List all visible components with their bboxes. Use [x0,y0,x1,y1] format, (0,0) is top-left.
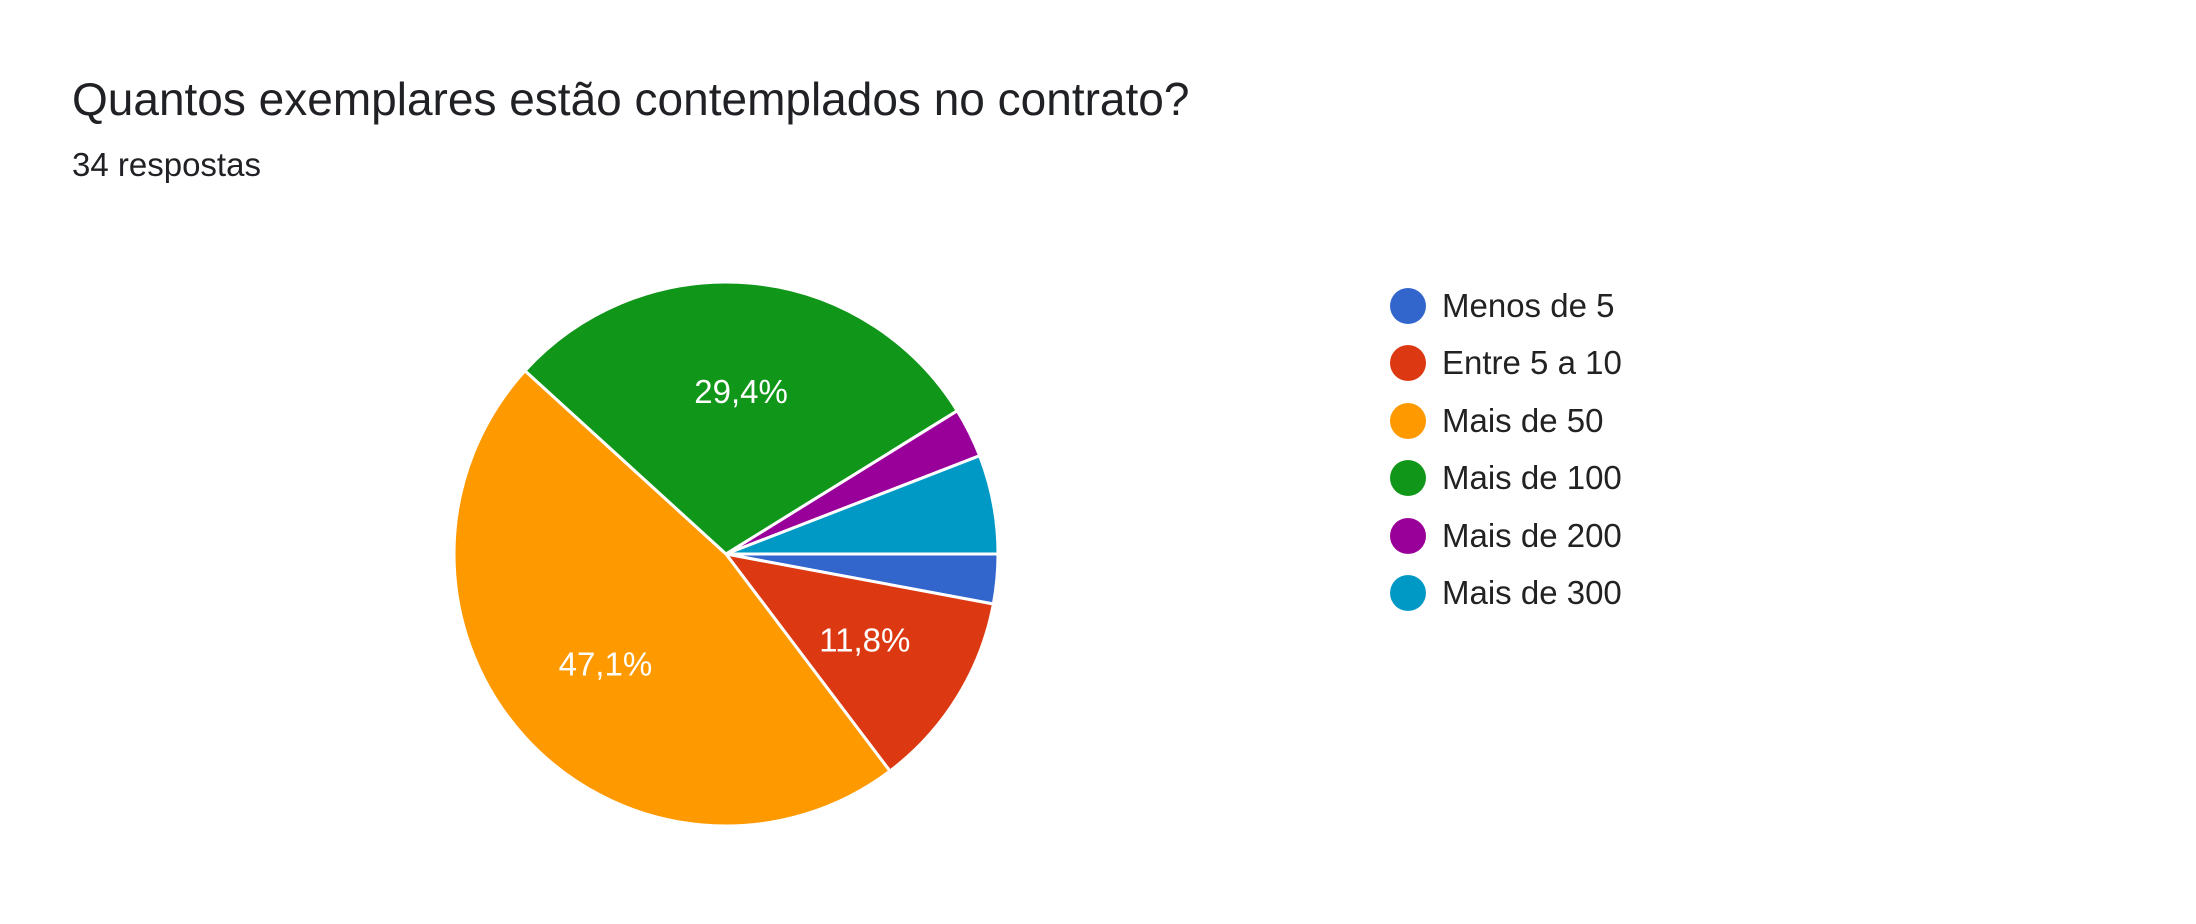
legend-swatch [1390,402,1426,439]
legend-item-entre-5-a-10[interactable]: Entre 5 a 10 [1390,335,1622,393]
legend-item-mais-de-200[interactable]: Mais de 200 [1390,507,1622,565]
legend-item-mais-de-100[interactable]: Mais de 100 [1390,450,1622,508]
slice-label-entre-5-a-10: 11,8% [819,621,910,658]
legend-label: Mais de 50 [1442,401,1604,439]
legend-item-menos-de-5[interactable]: Menos de 5 [1390,277,1622,335]
pie-slice-entre-5-a-10[interactable] [722,551,996,774]
legend-label: Menos de 5 [1442,286,1615,324]
legend-label: Entre 5 a 10 [1442,344,1622,382]
legend-swatch [1390,517,1426,554]
response-count: 34 respostas [72,146,261,183]
legend-swatch [1390,345,1426,382]
pie-slice-mais-de-50[interactable] [452,368,893,828]
pie-slice-mais-de-100[interactable] [522,280,960,556]
chart-legend: Menos de 5 Entre 5 a 10 Mais de 50 Mais de … [1390,277,1622,622]
legend-item-mais-de-50[interactable]: Mais de 50 [1390,392,1622,450]
slice-label-mais-de-100: 29,4% [694,373,788,410]
legend-swatch [1390,460,1426,497]
legend-label: Mais de 300 [1442,574,1622,612]
legend-item-mais-de-300[interactable]: Mais de 300 [1390,565,1622,623]
legend-swatch [1390,575,1426,612]
legend-label: Mais de 100 [1442,459,1622,497]
legend-swatch [1390,287,1426,324]
chart-title: Quantos exemplares estão contemplados no… [72,73,1190,125]
slice-label-mais-de-50: 47,1% [559,645,653,682]
pie-slice-mais-de-300[interactable] [725,453,1000,556]
legend-label: Mais de 200 [1442,516,1622,554]
